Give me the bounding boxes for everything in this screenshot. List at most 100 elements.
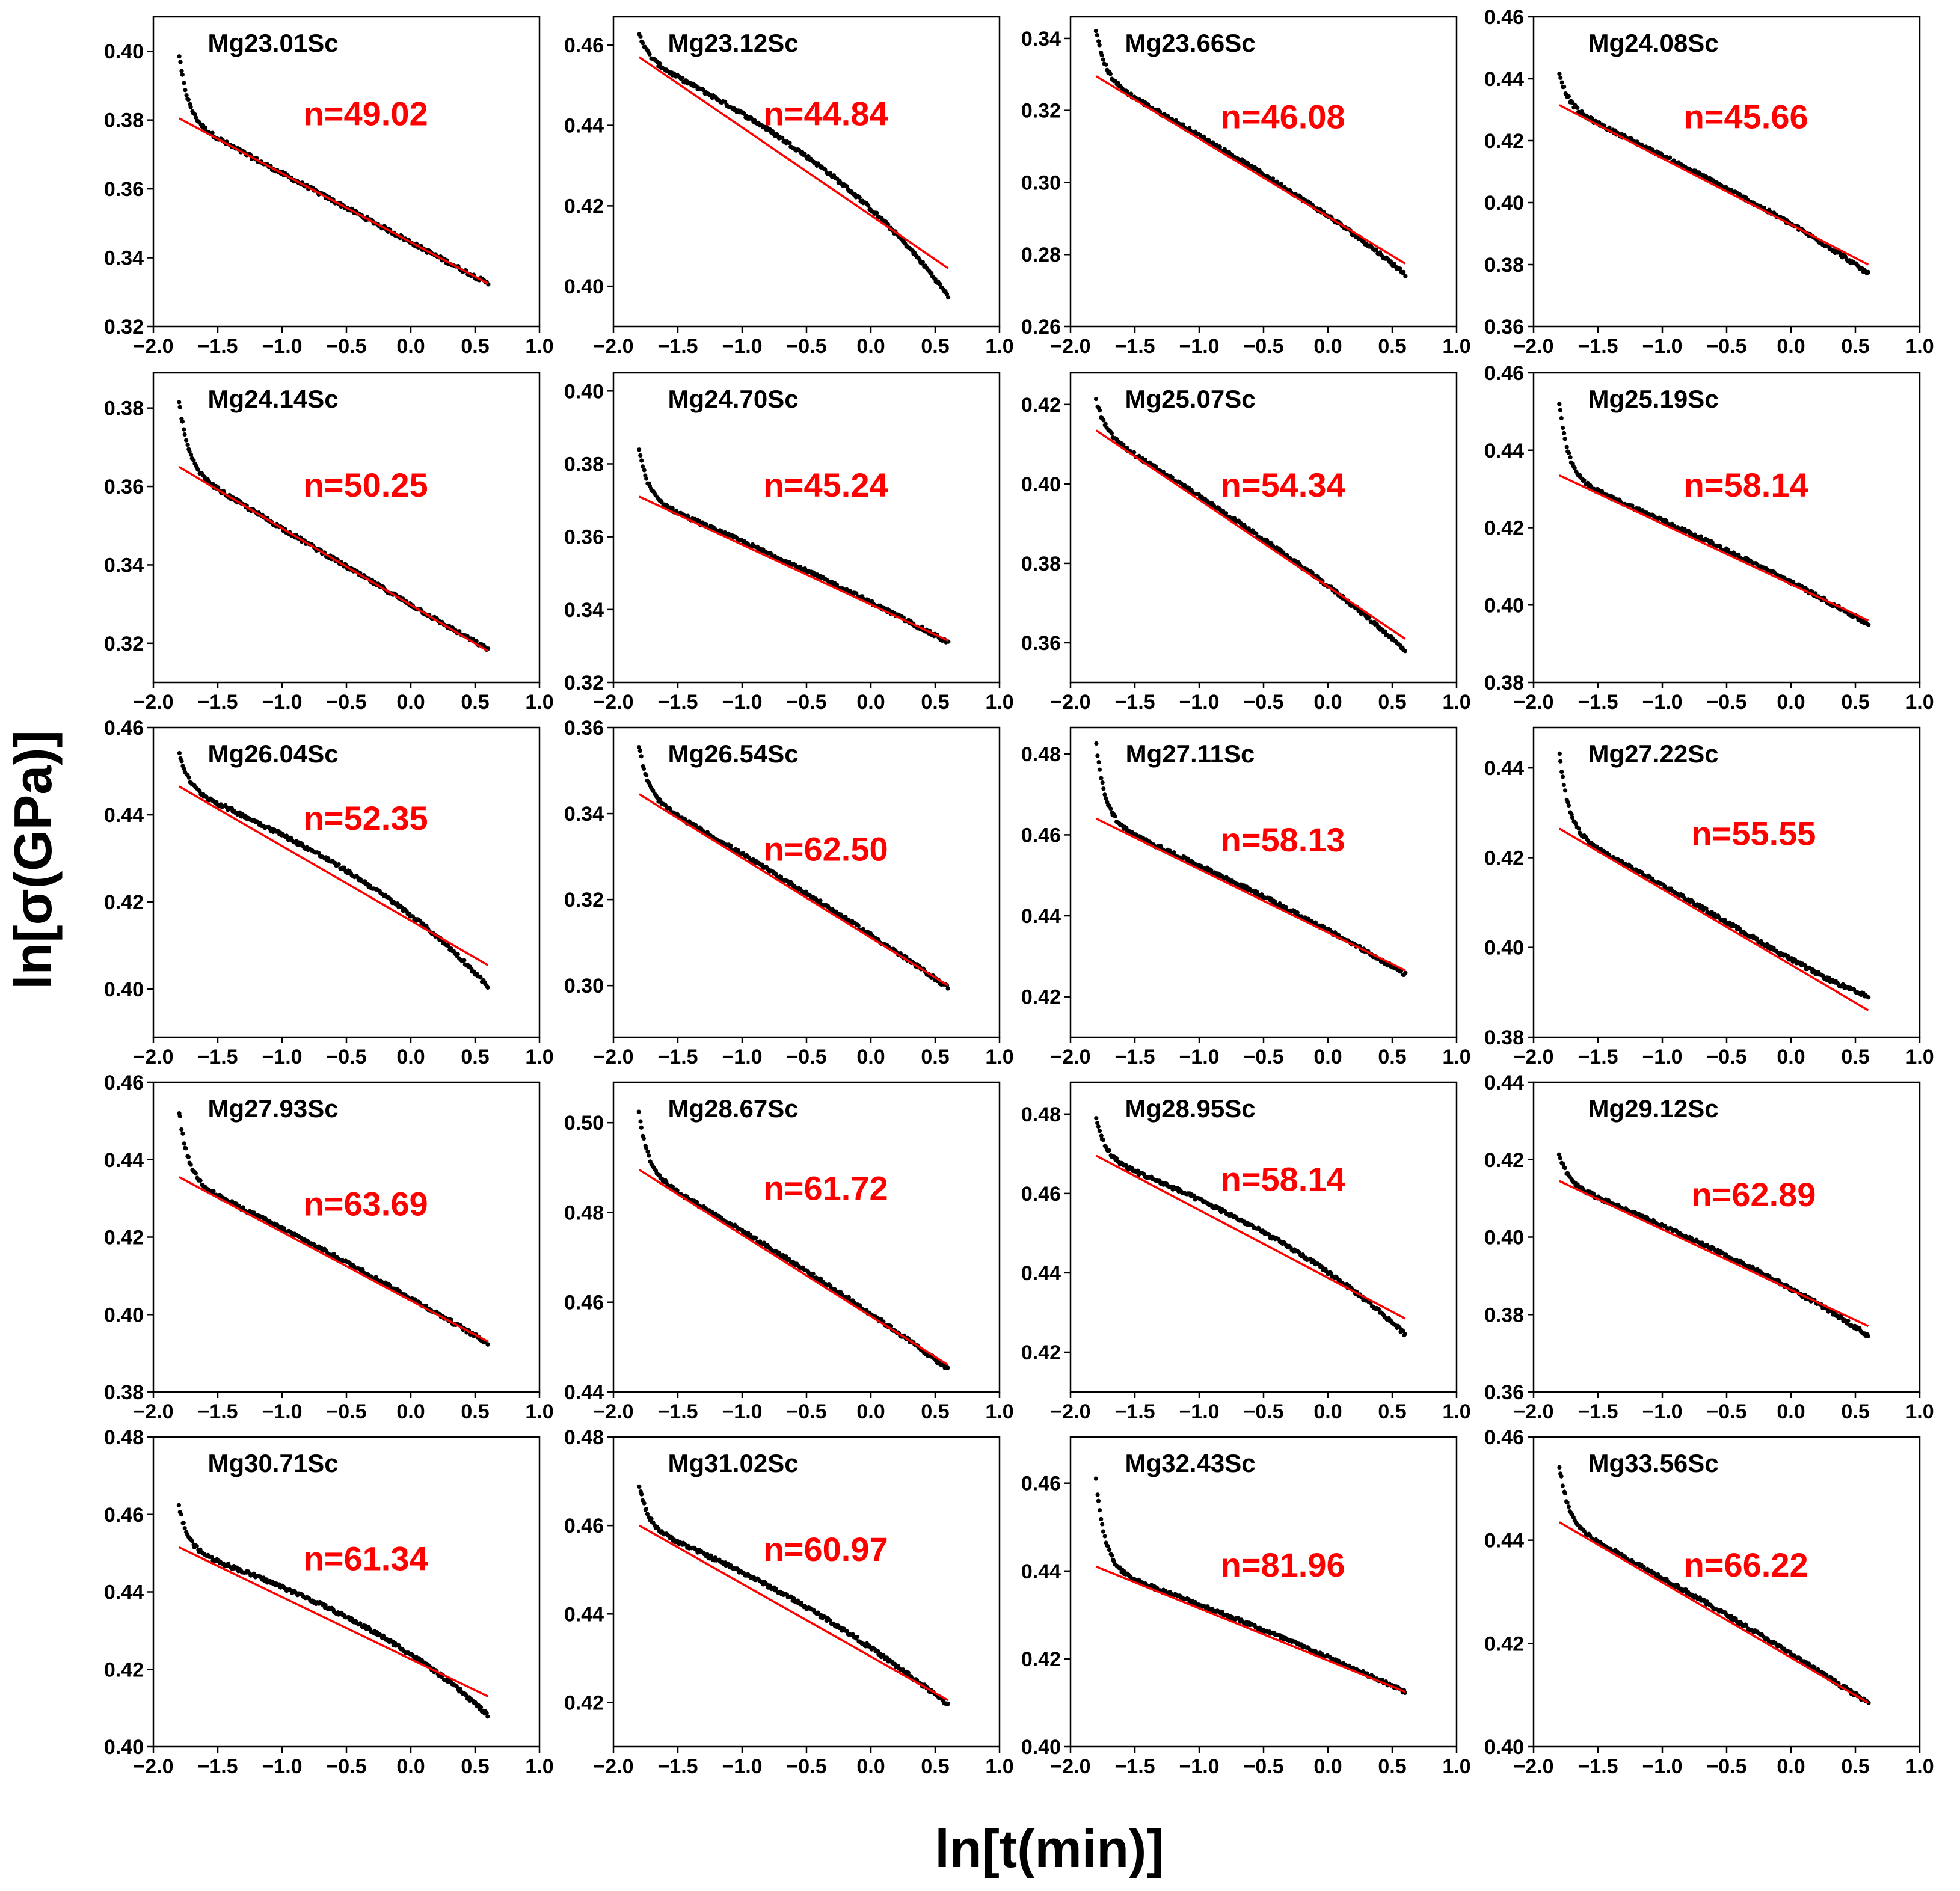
x-tick-label: −1.5: [1114, 335, 1155, 358]
data-point: [1866, 1334, 1870, 1338]
x-tick-label: 0.5: [1378, 691, 1406, 714]
x-tick-label: 0.0: [1777, 1046, 1805, 1068]
data-point: [946, 295, 951, 300]
y-tick-label: 0.50: [564, 1112, 604, 1135]
data-point: [1826, 975, 1831, 980]
x-tick-label: 1.0: [1905, 1400, 1934, 1423]
x-tick-label: −1.5: [657, 1755, 698, 1778]
data-point: [644, 773, 649, 777]
data-point: [802, 152, 807, 156]
n-value-label: n=54.34: [1221, 466, 1345, 504]
x-tick-label: −0.5: [1243, 1046, 1283, 1068]
data-point: [645, 1149, 650, 1154]
x-tick-label: −1.0: [1179, 335, 1219, 358]
fit-line: [178, 117, 489, 285]
data-points: [1093, 29, 1408, 278]
data-point: [1846, 1319, 1851, 1323]
data-point: [188, 1162, 193, 1167]
x-tick-label: 0.5: [1841, 1400, 1869, 1423]
data-point: [1097, 408, 1102, 413]
data-point: [1557, 751, 1562, 756]
data-point: [944, 292, 949, 296]
data-point: [195, 467, 200, 472]
n-value-label: n=63.69: [304, 1185, 428, 1222]
data-point: [637, 749, 642, 753]
panels-grid: −2.0 −1.5 −1.0 −0.5 0.0 0.5 1.00.320.340.360.3…: [104, 6, 1934, 1778]
x-tick-label: 0.0: [1313, 691, 1342, 714]
data-point: [210, 130, 215, 135]
data-point: [1101, 418, 1106, 423]
y-tick-label: 0.34: [104, 554, 144, 577]
plot-frame: [152, 1436, 541, 1748]
y-tick-label: 0.44: [104, 804, 144, 827]
panel-Mg25.07Sc: −2.0 −1.5 −1.0 −0.5 0.0 0.5 1.00.360.380.400.4…: [1021, 372, 1471, 714]
x-tick-label: −1.0: [1642, 1046, 1682, 1068]
data-point: [647, 52, 652, 57]
panel-title: Mg26.04Sc: [207, 740, 338, 768]
data-point: [455, 952, 460, 957]
y-tick-label: 0.42: [564, 1691, 604, 1714]
data-point: [1402, 1332, 1407, 1337]
data-point: [176, 1503, 181, 1507]
n-value-label: n=52.35: [304, 799, 428, 837]
y-tick-label: 0.38: [1484, 1304, 1524, 1326]
y-tick-label: 0.38: [104, 397, 144, 420]
data-point: [1866, 995, 1871, 1000]
y-tick-label: 0.44: [564, 115, 604, 138]
data-point: [182, 1526, 187, 1531]
data-point: [1170, 475, 1175, 480]
x-tick-label: 1.0: [525, 1400, 553, 1423]
x-tick-label: 0.5: [1378, 1400, 1406, 1423]
panel-title: Mg26.54Sc: [668, 740, 798, 768]
data-point: [644, 476, 649, 481]
data-point: [177, 54, 182, 59]
data-point: [193, 1171, 198, 1176]
x-tick-label: 0.5: [921, 1755, 949, 1778]
x-tick-label: 0.5: [1841, 1046, 1869, 1068]
x-tick-label: 0.5: [1378, 1046, 1406, 1068]
y-tick-label: 0.36: [564, 526, 604, 549]
y-tick-label: 0.42: [564, 195, 604, 218]
y-tick-label: 0.46: [564, 1515, 604, 1537]
y-tick-label: 0.40: [564, 275, 604, 298]
y-tick-label: 0.34: [564, 599, 604, 622]
x-tick-label: −1.5: [657, 691, 698, 714]
x-tick-label: −0.5: [1243, 335, 1283, 358]
data-point: [1102, 792, 1107, 797]
x-tick-label: −1.5: [657, 1400, 698, 1423]
data-point: [1097, 1129, 1102, 1133]
x-tick-label: 0.5: [461, 1046, 489, 1068]
panel-Mg27.93Sc: −2.0 −1.5 −1.0 −0.5 0.0 0.5 1.00.380.400.420.4…: [104, 1071, 554, 1423]
x-tick-label: 1.0: [1905, 335, 1934, 358]
data-point: [945, 1365, 950, 1370]
fit-line: [1095, 75, 1406, 265]
y-tick-label: 0.42: [1484, 130, 1524, 153]
x-tick-label: −1.5: [1114, 1400, 1155, 1423]
fit-line: [638, 56, 949, 269]
x-tick-label: 0.5: [461, 335, 489, 358]
panel-title: Mg24.08Sc: [1588, 29, 1718, 57]
y-tick-label: 0.38: [104, 1381, 144, 1404]
data-point: [193, 115, 198, 120]
data-point: [1558, 408, 1562, 412]
n-value-label: n=58.14: [1684, 466, 1808, 504]
data-point: [647, 1153, 651, 1158]
data-point: [186, 775, 191, 780]
y-tick-label: 0.40: [1484, 192, 1524, 215]
x-tick-label: −0.5: [1706, 335, 1746, 358]
data-point: [178, 60, 183, 64]
x-tick-label: −1.5: [197, 1046, 238, 1068]
data-point: [874, 210, 879, 215]
data-point: [639, 1125, 644, 1130]
data-point: [183, 1146, 188, 1151]
panel-title: Mg23.01Sc: [207, 29, 338, 57]
y-tick-label: 0.44: [1484, 757, 1524, 780]
data-point: [1562, 84, 1567, 89]
data-points: [177, 54, 491, 287]
n-value-label: n=45.24: [764, 466, 888, 504]
data-point: [1388, 259, 1393, 264]
panel-title: Mg24.70Sc: [668, 385, 798, 413]
fit-line: [1558, 827, 1869, 1011]
data-points: [637, 32, 951, 300]
data-point: [1097, 43, 1102, 48]
